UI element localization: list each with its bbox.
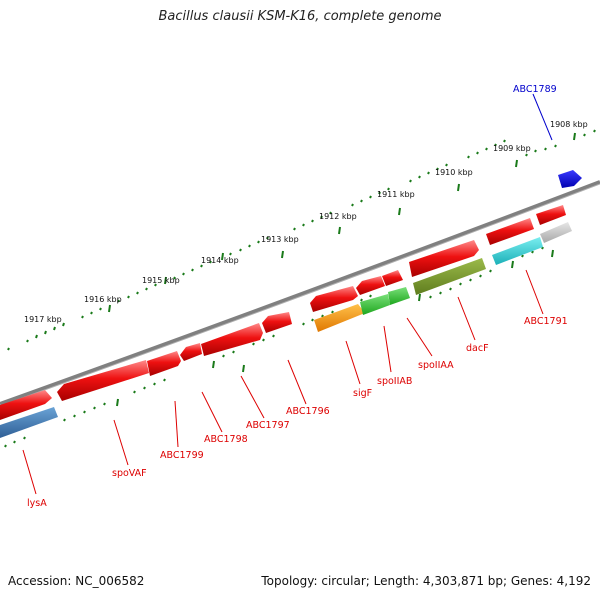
gene-arrow-dacf[interactable] — [413, 258, 486, 295]
gene-arrow-abc1791-red[interactable] — [486, 218, 534, 245]
gene-arrow-abc1797[interactable] — [201, 323, 263, 356]
gene-label-spoiiaa[interactable]: spoIIAA — [418, 360, 454, 371]
gene-label-abc1797[interactable]: ABC1797 — [246, 420, 290, 431]
kbp-label-1909: 1909 kbp — [493, 144, 531, 153]
gene-arrow-abc1790[interactable] — [540, 222, 572, 243]
kbp-label-1911: 1911 kbp — [377, 190, 415, 199]
gene-arrow-abc1799[interactable] — [147, 351, 181, 376]
genome-title: Bacillus clausii KSM-K16, complete genom… — [158, 9, 442, 24]
gene-label-spovaf[interactable]: spoVAF — [112, 468, 147, 479]
gene-label-abc1799[interactable]: ABC1799 — [160, 450, 204, 461]
gene-track — [0, 170, 582, 438]
leader-sigf — [345, 340, 361, 385]
genome-backbone — [0, 180, 600, 406]
kbp-label-1913: 1913 kbp — [261, 235, 299, 244]
gene-arrow-sigf[interactable] — [314, 304, 365, 332]
leader-spoiiab — [383, 325, 392, 373]
gene-label-spoiiab[interactable]: spoIIAB — [377, 376, 412, 387]
gene-label-dacf[interactable]: dacF — [466, 343, 489, 354]
kbp-label-1917: 1917 kbp — [24, 315, 62, 324]
gene-arrow-spoiiaa-red[interactable] — [382, 270, 403, 286]
gene-arrow-abc1791[interactable] — [492, 237, 543, 265]
leader-abc1791 — [525, 269, 544, 315]
gene-label-abc1796[interactable]: ABC1796 — [286, 406, 330, 417]
leader-lines — [22, 93, 553, 495]
leader-dacf — [457, 296, 476, 341]
gene-arrow-abc1798[interactable] — [180, 343, 202, 361]
leader-lysa — [22, 449, 37, 495]
gene-labels: ABC1789 ABC1791 dacF spoIIAA spoIIAB sig… — [27, 84, 568, 509]
kbp-label-1915: 1915 kbp — [142, 276, 180, 285]
leader-abc1789 — [532, 93, 553, 141]
kbp-label-1910: 1910 kbp — [435, 168, 473, 177]
gene-arrow-spoiiaa[interactable] — [388, 287, 410, 305]
gene-arrow-spoiiab-red[interactable] — [356, 276, 385, 295]
gene-arrow-lysa[interactable] — [0, 407, 58, 438]
kbp-labels: 1917 kbp 1916 kbp 1915 kbp 1914 kbp 1913… — [24, 120, 588, 324]
leader-abc1797 — [240, 375, 265, 419]
gene-label-abc1789[interactable]: ABC1789 — [513, 84, 557, 95]
gene-label-lysa[interactable]: lysA — [27, 498, 47, 509]
accession-text: Accession: NC_006582 — [8, 574, 145, 588]
outer-tick-ring — [7, 129, 596, 351]
gene-arrow-dacf-red[interactable] — [409, 240, 479, 277]
gene-label-abc1798[interactable]: ABC1798 — [204, 434, 248, 445]
gene-label-sigf[interactable]: sigF — [353, 388, 372, 399]
gene-label-abc1791[interactable]: ABC1791 — [524, 316, 568, 327]
leader-spovaf — [113, 419, 129, 466]
gene-arrow-sigf-red[interactable] — [310, 286, 358, 312]
topology-text: Topology: circular; Length: 4,303,871 bp… — [261, 574, 591, 588]
kbp-label-1916: 1916 kbp — [84, 295, 122, 304]
gene-arrow-abc1796[interactable] — [262, 312, 292, 333]
gene-arrow-lysa-red[interactable] — [0, 390, 52, 420]
leader-abc1799 — [174, 400, 179, 448]
inner-tick-ring — [4, 246, 554, 448]
leader-spoiiaa — [406, 317, 433, 357]
leader-abc1798 — [201, 391, 223, 433]
gene-arrow-spoiiab[interactable] — [360, 294, 390, 315]
gene-arrow-abc1789[interactable] — [558, 170, 582, 188]
kbp-label-1912: 1912 kbp — [319, 212, 357, 221]
gene-arrow-spovaf[interactable] — [57, 360, 149, 401]
leader-abc1796 — [287, 359, 307, 405]
gene-arrow-abc1790-red[interactable] — [536, 205, 566, 225]
kbp-label-1914: 1914 kbp — [201, 256, 239, 265]
kbp-label-1908: 1908 kbp — [550, 120, 588, 129]
